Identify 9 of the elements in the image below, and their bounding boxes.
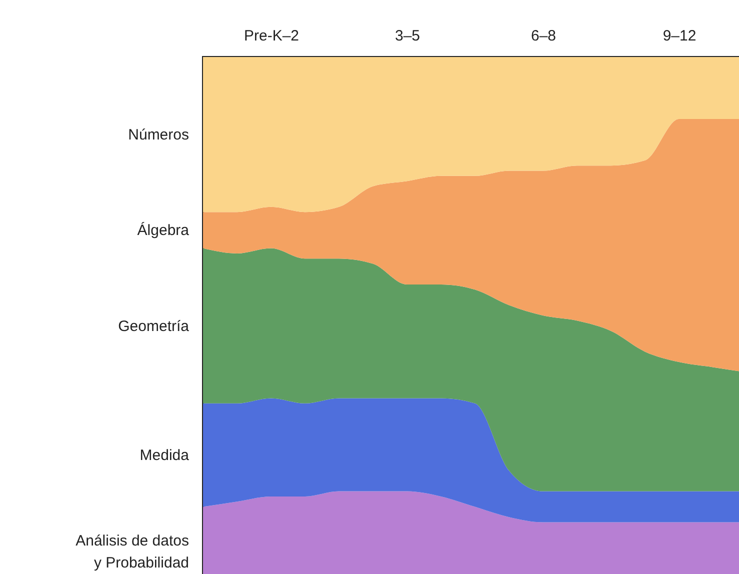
x-tick-label: 9–12 <box>662 28 696 44</box>
series-label: Álgebra <box>137 221 190 240</box>
series-label: Medida <box>140 447 190 464</box>
series-label: Análisis de datos y Probabilidad <box>76 532 189 572</box>
series-label: Geometría <box>118 318 190 335</box>
x-tick-label: Pre-K–2 <box>244 28 300 44</box>
series-label: Números <box>128 126 189 144</box>
x-tick-label: 6–8 <box>530 28 556 44</box>
x-tick-label: 3–5 <box>394 28 420 44</box>
